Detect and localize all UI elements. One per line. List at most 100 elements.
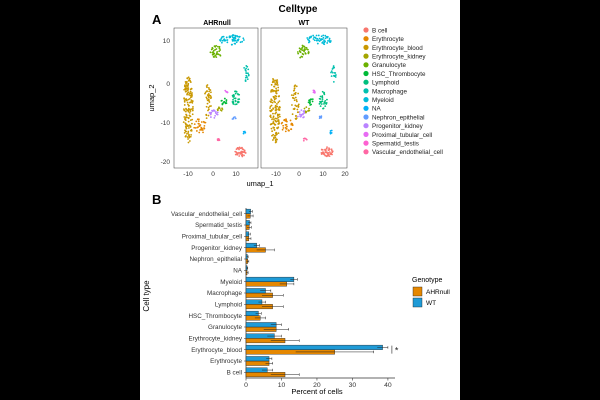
umap-point: [328, 148, 331, 151]
umap-point: [184, 110, 187, 113]
umap-point: [211, 53, 214, 56]
umap-point: [310, 103, 313, 106]
umap-legend-label: Lymphoid: [372, 80, 400, 87]
umap-point: [221, 108, 224, 111]
umap-point: [224, 89, 227, 92]
umap-point: [273, 136, 275, 139]
umap-point: [329, 41, 332, 44]
umap-point: [187, 138, 189, 140]
umap-point: [319, 39, 322, 42]
umap-point: [226, 39, 229, 41]
umap-point: [220, 99, 223, 102]
umap-point: [189, 110, 192, 113]
bar-category-label: B cell: [227, 370, 242, 377]
umap-point: [229, 36, 232, 39]
umap-point: [320, 115, 323, 118]
umap-point: [316, 42, 319, 45]
umap-point: [245, 70, 247, 72]
umap-point: [187, 120, 190, 123]
umap-point: [319, 101, 322, 104]
umap-ytick: 0: [166, 81, 170, 88]
umap-point: [237, 35, 239, 38]
umap-legend-label: NA: [372, 106, 382, 113]
umap-point: [323, 103, 325, 105]
umap-point: [208, 94, 210, 97]
umap-point: [218, 45, 221, 48]
umap-point: [209, 111, 212, 114]
umap-point: [276, 84, 279, 86]
umap-point: [321, 90, 324, 93]
umap-point: [187, 76, 190, 79]
umap-point: [301, 46, 304, 49]
umap-point: [243, 151, 246, 153]
umap-point: [285, 128, 288, 130]
umap-point: [277, 119, 280, 121]
umap-point: [324, 154, 327, 157]
umap-point: [183, 88, 186, 91]
umap-point: [277, 116, 280, 119]
umap-point: [189, 125, 192, 128]
umap-point: [284, 126, 287, 129]
umap-point: [185, 126, 188, 129]
bar-xlabel: Percent of cells: [291, 387, 343, 396]
umap-legend-swatch: [363, 88, 369, 94]
umap-point: [205, 105, 208, 108]
umap-ytick: -10: [161, 120, 171, 127]
umap-point: [325, 103, 328, 105]
umap-point: [322, 41, 324, 43]
bar-x-tick-label: 40: [384, 382, 392, 389]
umap-point: [269, 105, 272, 108]
umap-point: [323, 39, 325, 42]
umap-point: [189, 129, 192, 132]
umap-point: [238, 98, 241, 101]
umap-legend-label: Proximal_tubular_cell: [372, 132, 432, 139]
umap-xtick: 10: [232, 171, 240, 178]
umap-point: [320, 116, 323, 119]
umap-point: [212, 55, 215, 58]
umap-point: [234, 99, 237, 102]
umap-point: [269, 100, 272, 103]
umap-point: [210, 91, 212, 94]
umap-point: [295, 85, 298, 88]
genotype-legend: Genotype AHRnull WT: [412, 277, 450, 308]
umap-point: [213, 110, 216, 112]
umap-point: [322, 151, 325, 154]
bar-chart: 0 10 20 30 40 B cell Erythrocyte Erythrocyte_bl…: [171, 208, 399, 389]
umap-point: [212, 52, 215, 55]
bar-wt: [245, 344, 383, 350]
umap-point: [327, 40, 329, 42]
bar-category-label: Granulocyte: [208, 324, 242, 331]
umap-legend-swatch: [363, 27, 369, 33]
umap-point: [218, 50, 221, 53]
umap-point: [185, 99, 188, 102]
umap-point: [231, 39, 234, 42]
umap-point: [209, 113, 212, 116]
umap-point: [186, 77, 189, 80]
umap-point: [188, 111, 191, 114]
umap-point: [209, 89, 212, 91]
bar-x-tick-label: 20: [313, 382, 321, 389]
umap-point: [206, 90, 208, 93]
umap-point: [189, 92, 192, 95]
umap-point: [275, 95, 278, 98]
umap-point: [233, 97, 236, 100]
umap-point: [205, 114, 208, 117]
umap-point: [225, 99, 228, 101]
umap-xticks-wt: -10 0 10 20: [271, 171, 349, 178]
umap-point: [278, 113, 281, 116]
umap-point: [274, 119, 277, 122]
umap-point: [195, 120, 198, 123]
umap-point: [215, 48, 218, 50]
umap-point: [190, 93, 193, 96]
umap-point: [302, 116, 305, 119]
umap-point: [183, 131, 186, 134]
umap-point: [275, 111, 278, 114]
umap-point: [275, 133, 278, 136]
umap-point: [270, 127, 273, 130]
umap-point: [316, 39, 318, 42]
umap-point: [223, 97, 226, 100]
umap-point: [187, 109, 190, 111]
bar-category-label: HSC_Thrombocyte: [188, 313, 242, 320]
umap-point: [273, 126, 276, 129]
umap-legend-label: Granulocyte: [372, 62, 406, 69]
